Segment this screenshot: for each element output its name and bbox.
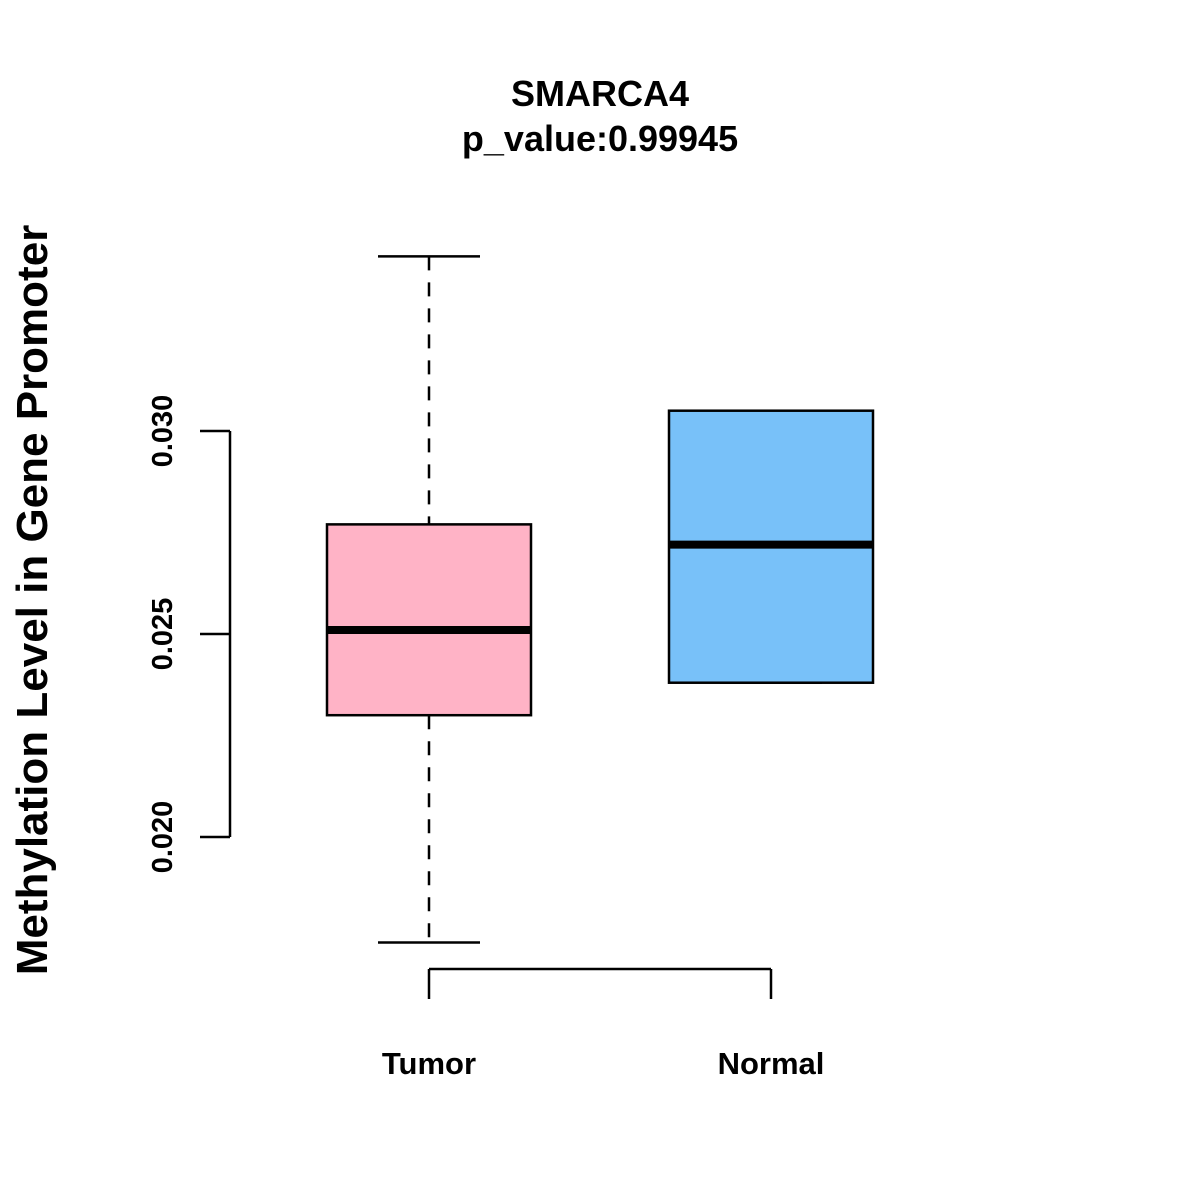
y-axis: 0.020 0.025 0.030: [147, 395, 232, 874]
boxes-group: [325, 255, 875, 944]
box-normal: [667, 409, 875, 684]
chart-title: SMARCA4: [511, 73, 689, 114]
y-tick-label: 0.030: [147, 395, 179, 468]
box-tumor: [325, 255, 533, 944]
y-tick-label: 0.020: [147, 801, 179, 874]
y-tick-label: 0.025: [147, 598, 179, 671]
box-iqr: [325, 523, 533, 717]
chart-subtitle: p_value:0.99945: [462, 118, 738, 159]
x-tick-label-tumor: Tumor: [382, 1046, 476, 1081]
x-axis: Tumor Normal: [382, 967, 825, 1081]
x-tick-label-normal: Normal: [718, 1046, 825, 1081]
y-axis-label: Methylation Level in Gene Promoter: [8, 225, 57, 976]
